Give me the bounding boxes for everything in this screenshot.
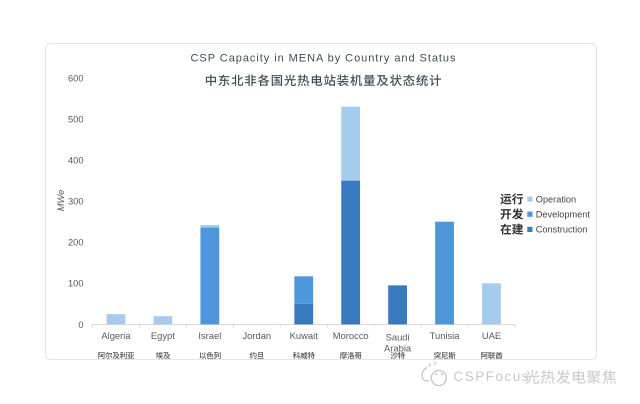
svg-text:100: 100 [68,279,84,289]
svg-text:0: 0 [78,320,83,330]
svg-text:Kuwait: Kuwait [290,330,319,341]
svg-text:Development: Development [536,210,591,220]
svg-text:400: 400 [68,155,84,165]
svg-text:300: 300 [68,197,84,207]
svg-text:CSP Capacity in MENA by Countr: CSP Capacity in MENA by Country and Stat… [191,52,457,64]
svg-text:Construction: Construction [536,225,588,235]
svg-text:Israel: Israel [198,330,221,341]
svg-text:Morocco: Morocco [333,330,369,341]
svg-text:Tunisia: Tunisia [430,330,461,341]
svg-text:MWe: MWe [56,190,66,212]
svg-text:Saudi: Saudi [386,332,410,343]
svg-text:200: 200 [68,238,84,248]
svg-text:500: 500 [68,114,84,124]
svg-text:Egypt: Egypt [151,330,175,341]
svg-text:Arabia: Arabia [384,342,412,353]
svg-text:CSPFocus: CSPFocus [454,369,531,384]
svg-text:Algeria: Algeria [101,330,131,341]
svg-text:UAE: UAE [482,330,501,341]
svg-text:Operation: Operation [536,194,576,204]
svg-text:Jordan: Jordan [242,330,271,341]
svg-text:600: 600 [68,73,84,83]
